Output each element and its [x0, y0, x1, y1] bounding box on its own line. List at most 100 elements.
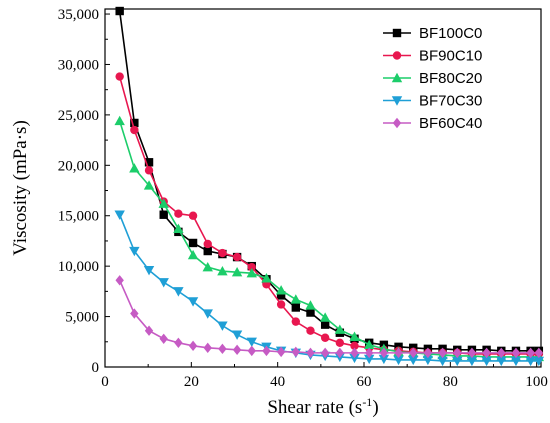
data-point [130, 125, 139, 135]
x-tick-label: 20 [184, 374, 199, 390]
data-point [115, 72, 124, 81]
data-point [217, 321, 228, 331]
series-BF60C40 [115, 275, 544, 359]
data-point [290, 294, 302, 304]
legend-swatch-marker [391, 72, 403, 83]
data-point [350, 341, 359, 351]
data-point [379, 347, 389, 359]
data-point [262, 345, 271, 357]
legend-item: BF60C40 [383, 115, 482, 132]
data-point [437, 356, 448, 367]
data-point [275, 285, 287, 295]
data-point [510, 356, 522, 367]
series-layer [114, 6, 545, 367]
y-tick-label: 15,000 [58, 209, 99, 225]
x-tick-label: 60 [357, 374, 372, 390]
data-point [202, 261, 213, 272]
x-axis: 0 20 40 60 80 100 [101, 362, 548, 390]
data-point [203, 246, 212, 256]
x-tick-label: 80 [443, 374, 458, 390]
data-point [350, 347, 359, 359]
data-point [143, 265, 155, 276]
legend-swatch-marker [392, 51, 402, 60]
data-point [188, 211, 198, 220]
data-point [203, 239, 212, 249]
data-point [534, 347, 544, 359]
data-point [159, 333, 168, 344]
data-point [231, 267, 243, 277]
data-point [291, 303, 301, 312]
data-point [364, 347, 374, 359]
data-point [363, 339, 375, 350]
data-point [187, 297, 199, 307]
legend-label: BF90C10 [419, 48, 482, 65]
legend-swatch-marker [392, 28, 402, 38]
data-point [409, 347, 418, 359]
data-point [334, 324, 346, 334]
data-point [320, 347, 330, 359]
data-point [363, 354, 375, 365]
data-point [320, 320, 330, 329]
y-tick-label: 5,000 [65, 310, 99, 326]
legend-label: BF60C40 [419, 115, 482, 132]
y-tick-label: 10,000 [58, 259, 99, 275]
legend-label: BF100C0 [419, 25, 482, 42]
data-point [422, 355, 434, 366]
data-point [533, 356, 545, 367]
data-point [481, 356, 492, 367]
data-point [174, 209, 183, 218]
data-point [466, 356, 478, 367]
data-point [129, 246, 140, 257]
data-point [188, 238, 198, 248]
data-point [158, 278, 169, 288]
legend-swatch-marker [391, 96, 403, 106]
data-point [247, 262, 256, 272]
data-point [291, 346, 301, 358]
x-tick-label: 0 [101, 374, 109, 390]
data-point [218, 248, 227, 258]
data-point [320, 333, 330, 342]
data-point [378, 354, 390, 365]
data-point [114, 210, 125, 220]
data-point [232, 344, 242, 356]
legend-item: BF80C20 [383, 70, 482, 87]
data-point [187, 249, 199, 260]
data-point [130, 308, 139, 319]
data-point [173, 223, 184, 234]
legend-swatch-marker [392, 117, 402, 129]
data-point [319, 312, 331, 322]
data-point [231, 330, 243, 340]
data-point [130, 118, 139, 128]
data-point [335, 347, 345, 359]
data-point [114, 115, 125, 126]
data-point [306, 326, 315, 335]
data-point [467, 347, 477, 359]
data-point [335, 338, 345, 347]
data-point [394, 347, 403, 359]
data-point [276, 300, 286, 309]
data-point [423, 347, 433, 359]
data-point [246, 337, 257, 347]
data-point [261, 273, 272, 283]
y-tick-label: 0 [92, 360, 100, 376]
data-point [217, 265, 228, 276]
data-point [202, 309, 213, 319]
y-tick-label: 35,000 [58, 7, 99, 23]
data-point [453, 347, 462, 359]
x-tick-label: 40 [270, 374, 285, 390]
data-point [203, 342, 212, 354]
data-point [526, 347, 535, 359]
data-point [144, 166, 154, 175]
x-tick-label: 100 [525, 374, 548, 390]
data-point [306, 347, 315, 359]
data-point [452, 356, 463, 367]
data-point [159, 210, 168, 219]
data-point [496, 356, 507, 367]
data-point [174, 337, 183, 348]
data-point [115, 6, 124, 16]
x-axis-title: Shear rate (s-1) [267, 395, 378, 418]
data-point [158, 198, 169, 208]
data-point [525, 356, 536, 367]
y-tick-label: 30,000 [58, 57, 99, 73]
data-point [173, 287, 184, 297]
